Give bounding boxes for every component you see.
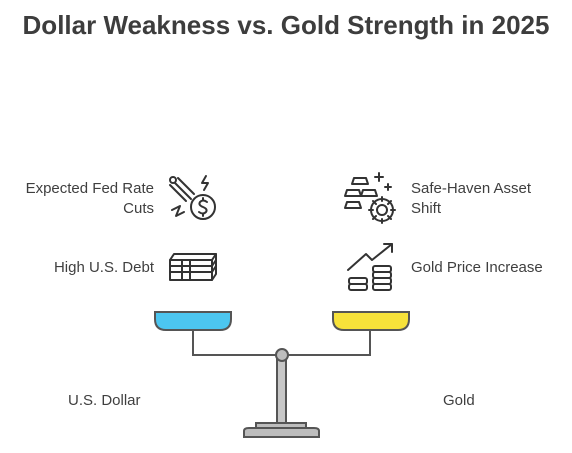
factor-label-gold-price: Gold Price Increase bbox=[411, 259, 543, 276]
pan-dollar bbox=[154, 311, 232, 331]
pan-label-gold: Gold bbox=[443, 392, 475, 409]
gold-bars-shield-icon bbox=[344, 172, 396, 224]
scale-post bbox=[276, 355, 287, 424]
rising-chart-coins-icon bbox=[347, 243, 393, 291]
pan-gold bbox=[332, 311, 410, 331]
scale-pivot bbox=[275, 348, 289, 362]
factor-label-fed-rate: Expected Fed Rate Cuts bbox=[25, 180, 154, 217]
rate-cut-dollar-icon bbox=[169, 175, 216, 220]
factor-label-debt: High U.S. Debt bbox=[53, 259, 154, 276]
factor-label-safe-haven: Safe-Haven Asset Shift bbox=[411, 180, 532, 217]
page-title: Dollar Weakness vs. Gold Strength in 202… bbox=[22, 10, 550, 40]
money-stack-icon bbox=[169, 253, 217, 281]
pan-label-dollar: U.S. Dollar bbox=[68, 392, 141, 409]
scale-base bbox=[243, 427, 320, 438]
